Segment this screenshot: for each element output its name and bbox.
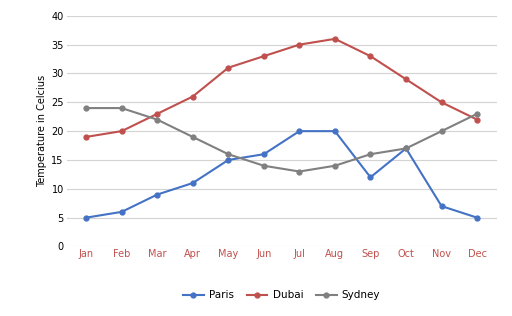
Paris bbox=[403, 147, 409, 150]
Sydney bbox=[296, 170, 303, 173]
Line: Paris: Paris bbox=[83, 129, 480, 220]
Paris bbox=[474, 216, 480, 220]
Dubai bbox=[261, 54, 267, 58]
Sydney bbox=[332, 164, 338, 168]
Line: Sydney: Sydney bbox=[83, 106, 480, 174]
Y-axis label: Temperature in Celcius: Temperature in Celcius bbox=[37, 75, 47, 187]
Line: Dubai: Dubai bbox=[83, 36, 480, 139]
Paris bbox=[332, 129, 338, 133]
Dubai bbox=[368, 54, 374, 58]
Dubai bbox=[154, 112, 160, 116]
Sydney bbox=[189, 135, 196, 139]
Sydney bbox=[261, 164, 267, 168]
Dubai bbox=[189, 95, 196, 99]
Sydney bbox=[474, 112, 480, 116]
Dubai bbox=[83, 135, 89, 139]
Dubai bbox=[474, 118, 480, 121]
Sydney bbox=[438, 129, 444, 133]
Legend: Paris, Dubai, Sydney: Paris, Dubai, Sydney bbox=[179, 286, 385, 305]
Paris bbox=[261, 152, 267, 156]
Paris bbox=[119, 210, 125, 214]
Dubai bbox=[225, 66, 231, 70]
Sydney bbox=[154, 118, 160, 121]
Dubai bbox=[332, 37, 338, 41]
Paris bbox=[225, 158, 231, 162]
Dubai bbox=[119, 129, 125, 133]
Sydney bbox=[83, 106, 89, 110]
Paris bbox=[438, 204, 444, 208]
Sydney bbox=[368, 152, 374, 156]
Dubai bbox=[438, 100, 444, 104]
Paris bbox=[189, 181, 196, 185]
Dubai bbox=[296, 43, 303, 46]
Sydney bbox=[119, 106, 125, 110]
Paris bbox=[368, 175, 374, 179]
Dubai bbox=[403, 77, 409, 81]
Paris bbox=[296, 129, 303, 133]
Paris bbox=[154, 193, 160, 197]
Sydney bbox=[403, 147, 409, 150]
Paris bbox=[83, 216, 89, 220]
Sydney bbox=[225, 152, 231, 156]
